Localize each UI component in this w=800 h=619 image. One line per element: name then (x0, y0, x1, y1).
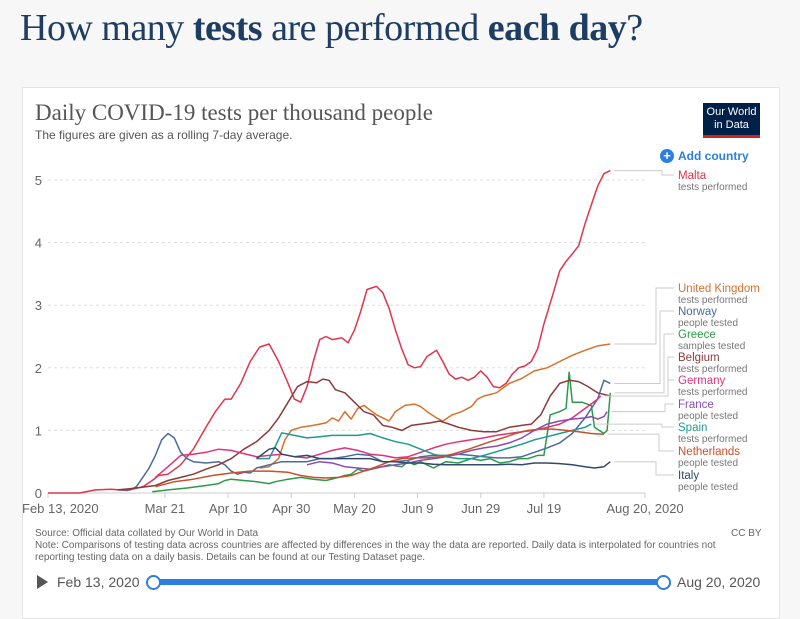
legend-connector (614, 461, 674, 476)
x-tick-label: Feb 13, 2020 (22, 501, 99, 516)
legend-name: United Kingdom (678, 283, 760, 295)
series-line-netherlands (155, 428, 604, 488)
legend-name: Belgium (678, 352, 720, 364)
series-line-malta (48, 169, 611, 494)
license-label[interactable]: CC BY (731, 528, 762, 539)
heading-bold-tests: tests (192, 7, 263, 49)
x-tick-label: Mar 21 (145, 501, 185, 516)
legend-name: Germany (678, 375, 726, 387)
logo-line1: Our World (706, 106, 757, 118)
series-layer (48, 169, 612, 494)
legend-sub: tests performed (678, 387, 747, 398)
timeline-track[interactable] (153, 579, 663, 585)
add-country-button[interactable]: + Add country (660, 149, 749, 163)
legend-sub: tests performed (678, 364, 747, 375)
chart-title: Daily COVID-19 tests per thousand people (35, 100, 433, 125)
add-country-label: Add country (678, 149, 749, 163)
legend-sub: people tested (678, 318, 738, 329)
heading-part3: ? (626, 7, 643, 49)
legend-name: Norway (678, 306, 717, 318)
legend-connector (611, 403, 674, 413)
legend-sub: samples tested (678, 341, 745, 352)
page-heading: How many tests are performed each day? (20, 6, 643, 50)
plus-circle-icon: + (660, 149, 674, 163)
y-tick-label: 3 (35, 298, 42, 313)
series-line-spain (256, 423, 592, 460)
legend-sub: tests performed (678, 295, 747, 306)
legend-connector (614, 170, 674, 176)
x-tick-label: Jun 9 (402, 501, 434, 516)
source-note: Source: Official data collated by Our Wo… (35, 528, 755, 564)
play-icon[interactable] (37, 575, 48, 589)
legend-connector (614, 287, 674, 345)
series-line-france (306, 411, 608, 470)
x-tick-label: Jun 29 (461, 501, 500, 516)
timeline: Feb 13, 2020 Aug 20, 2020 (35, 572, 765, 592)
y-tick-label: 5 (35, 173, 42, 188)
x-tick-label: Apr 10 (209, 501, 247, 516)
heading-part2: are performed (262, 7, 488, 49)
legend-connector (614, 333, 674, 394)
logo-line2: in Data (714, 119, 749, 131)
legend-sub: people tested (678, 458, 738, 469)
x-tick-label: Apr 30 (272, 501, 310, 516)
legend-sub: people tested (678, 482, 738, 493)
timeline-start-label: Feb 13, 2020 (57, 574, 140, 590)
series-line-italy (256, 447, 611, 469)
note-line: Note: Comparisons of testing data across… (35, 540, 716, 563)
series-line-belgium (117, 378, 611, 491)
x-tick-label: Aug 20, 2020 (606, 501, 683, 516)
legend-connector (614, 356, 674, 397)
chart-subtitle: The figures are given as a rolling 7-day… (35, 128, 293, 142)
legend-sub: people tested (678, 411, 738, 422)
legend-sub: tests performed (678, 182, 747, 193)
chart-card (22, 87, 780, 619)
y-tick-label: 0 (35, 486, 42, 501)
owid-logo[interactable]: Our World in Data (703, 103, 760, 138)
y-tick-label: 2 (35, 361, 42, 376)
legend-connector (607, 433, 674, 452)
heading-part1: How many (20, 7, 193, 49)
legend-name: France (678, 399, 714, 411)
series-line-united-kingdom (259, 343, 611, 469)
legend-connector (604, 379, 674, 397)
heading-bold-each-day: each day (487, 7, 627, 49)
legend-connector (595, 423, 674, 428)
legend-name: Netherlands (678, 446, 740, 458)
source-line: Source: Official data collated by Our Wo… (35, 528, 259, 539)
y-tick-label: 4 (35, 236, 42, 251)
legend-name: Spain (678, 422, 707, 434)
timeline-start-handle[interactable] (146, 575, 161, 590)
grid-layer (48, 179, 645, 431)
legend-name: Italy (678, 470, 699, 482)
axis-layer: 0 1 2 3 4 5 Feb 13, 2020 Mar 21 Apr 10 Apr 30 May … (22, 173, 684, 516)
legend-name: Malta (678, 170, 707, 182)
timeline-end-label: Aug 20, 2020 (677, 574, 761, 590)
x-tick-label: May 20 (333, 501, 376, 516)
legend-sub: tests performed (678, 434, 747, 445)
timeline-end-handle[interactable] (656, 575, 671, 590)
line-chart: 0 1 2 3 4 5 Feb 13, 2020 Mar 21 Apr 10 Apr 30 May … (22, 169, 760, 516)
legend-connector (614, 310, 674, 384)
legend-name: Greece (678, 329, 716, 341)
x-tick-label: Jul 19 (527, 501, 562, 516)
y-tick-label: 1 (35, 423, 42, 438)
